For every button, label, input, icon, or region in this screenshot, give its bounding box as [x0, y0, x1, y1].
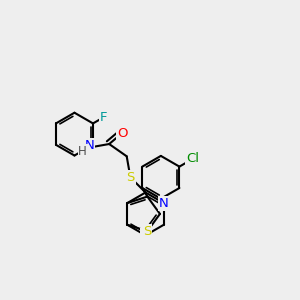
- Text: S: S: [126, 171, 135, 184]
- Text: N: N: [141, 229, 150, 242]
- Text: F: F: [100, 111, 108, 124]
- Text: O: O: [117, 127, 128, 140]
- Text: Cl: Cl: [186, 152, 199, 165]
- Text: H: H: [78, 145, 87, 158]
- Text: S: S: [143, 225, 152, 238]
- Text: N: N: [159, 197, 169, 210]
- Text: N: N: [85, 139, 94, 152]
